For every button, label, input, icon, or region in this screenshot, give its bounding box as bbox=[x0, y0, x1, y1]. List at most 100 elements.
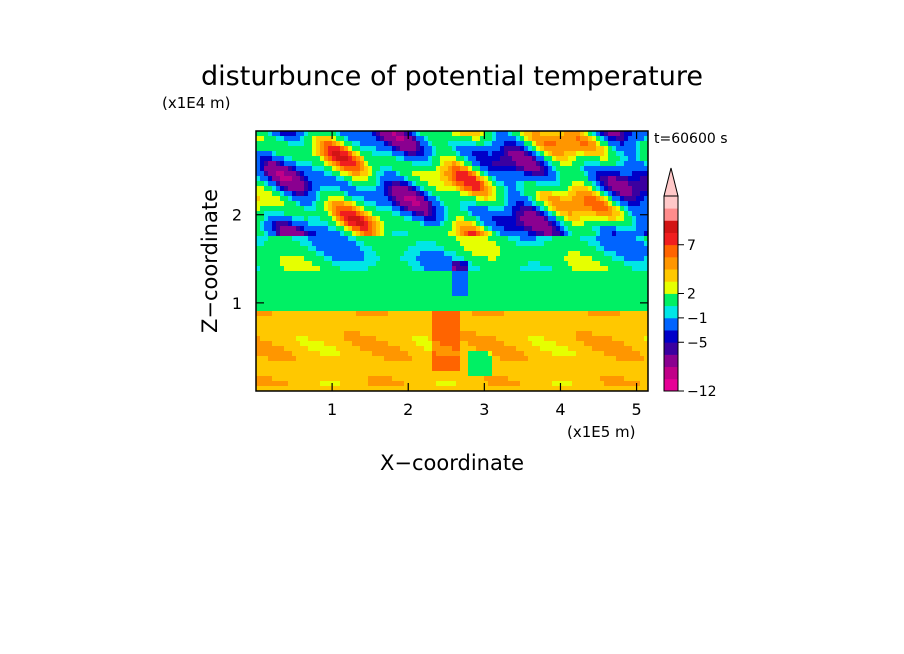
field-cell bbox=[404, 251, 409, 257]
field-cell bbox=[396, 376, 401, 382]
field-cell bbox=[388, 151, 393, 157]
field-cell bbox=[488, 176, 493, 182]
field-cell bbox=[536, 206, 541, 212]
field-cell bbox=[564, 266, 569, 272]
field-cell bbox=[464, 296, 469, 302]
field-cell bbox=[484, 176, 489, 182]
field-cell bbox=[544, 186, 549, 192]
field-cell bbox=[612, 196, 617, 202]
field-cell bbox=[380, 306, 385, 312]
field-cell bbox=[572, 271, 577, 277]
field-cell bbox=[396, 351, 401, 357]
field-cell bbox=[604, 306, 609, 312]
field-cell bbox=[612, 271, 617, 277]
field-cell bbox=[388, 186, 393, 192]
field-cell bbox=[540, 351, 545, 357]
field-cell bbox=[408, 166, 413, 172]
field-cell bbox=[592, 261, 597, 267]
field-cell bbox=[472, 151, 477, 157]
field-cell bbox=[468, 196, 473, 202]
field-cell bbox=[396, 266, 401, 272]
field-cell bbox=[440, 211, 445, 217]
field-cell bbox=[284, 166, 289, 172]
field-cell bbox=[316, 261, 321, 267]
field-cell bbox=[500, 231, 505, 237]
field-cell bbox=[508, 221, 513, 227]
field-cell bbox=[400, 311, 405, 317]
field-cell bbox=[576, 221, 581, 227]
field-cell bbox=[344, 131, 349, 137]
field-cell bbox=[492, 366, 497, 372]
field-cell bbox=[368, 226, 373, 232]
field-cell bbox=[292, 276, 297, 282]
field-cell bbox=[560, 301, 565, 307]
field-cell bbox=[340, 241, 345, 247]
field-cell bbox=[620, 136, 625, 142]
field-cell bbox=[584, 376, 589, 382]
field-cell bbox=[548, 181, 553, 187]
field-cell bbox=[360, 186, 365, 192]
field-cell bbox=[424, 246, 429, 252]
field-cell bbox=[568, 141, 573, 147]
field-cell bbox=[332, 196, 337, 202]
field-cell bbox=[384, 231, 389, 237]
field-cell bbox=[300, 171, 305, 177]
field-cell bbox=[604, 241, 609, 247]
field-cell bbox=[560, 296, 565, 302]
field-cell bbox=[584, 136, 589, 142]
field-cell bbox=[400, 146, 405, 152]
field-cell bbox=[492, 246, 497, 252]
field-cell bbox=[468, 351, 473, 357]
field-cell bbox=[392, 341, 397, 347]
field-cell bbox=[628, 161, 633, 167]
field-cell bbox=[600, 251, 605, 257]
field-cell bbox=[492, 171, 497, 177]
field-cell bbox=[548, 196, 553, 202]
field-cell bbox=[600, 196, 605, 202]
field-cell bbox=[368, 271, 373, 277]
field-cell bbox=[596, 276, 601, 282]
field-cell bbox=[548, 201, 553, 207]
field-cell bbox=[612, 166, 617, 172]
field-cell bbox=[564, 241, 569, 247]
field-cell bbox=[428, 271, 433, 277]
field-cell bbox=[620, 381, 625, 387]
field-cell bbox=[284, 161, 289, 167]
field-cell bbox=[576, 241, 581, 247]
field-cell bbox=[640, 136, 645, 142]
field-cell bbox=[276, 286, 281, 292]
field-cell bbox=[516, 156, 521, 162]
field-cell bbox=[388, 131, 393, 137]
field-cell bbox=[332, 251, 337, 257]
field-cell bbox=[316, 151, 321, 157]
field-cell bbox=[320, 141, 325, 147]
field-cell bbox=[528, 366, 533, 372]
field-cell bbox=[304, 201, 309, 207]
field-cell bbox=[328, 306, 333, 312]
field-cell bbox=[624, 226, 629, 232]
field-cell bbox=[576, 141, 581, 147]
field-cell bbox=[432, 186, 437, 192]
field-cell bbox=[560, 171, 565, 177]
field-cell bbox=[272, 181, 277, 187]
field-cell bbox=[304, 141, 309, 147]
field-cell bbox=[408, 301, 413, 307]
field-cell bbox=[576, 311, 581, 317]
field-cell bbox=[364, 141, 369, 147]
field-cell bbox=[308, 136, 313, 142]
field-cell bbox=[476, 206, 481, 212]
field-cell bbox=[504, 326, 509, 332]
field-cell bbox=[456, 246, 461, 252]
field-cell bbox=[608, 311, 613, 317]
field-cell bbox=[584, 341, 589, 347]
field-cell bbox=[352, 226, 357, 232]
field-cell bbox=[356, 376, 361, 382]
field-cell bbox=[360, 226, 365, 232]
field-cell bbox=[584, 241, 589, 247]
field-cell bbox=[636, 231, 641, 237]
field-cell bbox=[316, 231, 321, 237]
field-cell bbox=[380, 146, 385, 152]
field-cell bbox=[400, 196, 405, 202]
field-cell bbox=[276, 246, 281, 252]
field-cell bbox=[292, 346, 297, 352]
